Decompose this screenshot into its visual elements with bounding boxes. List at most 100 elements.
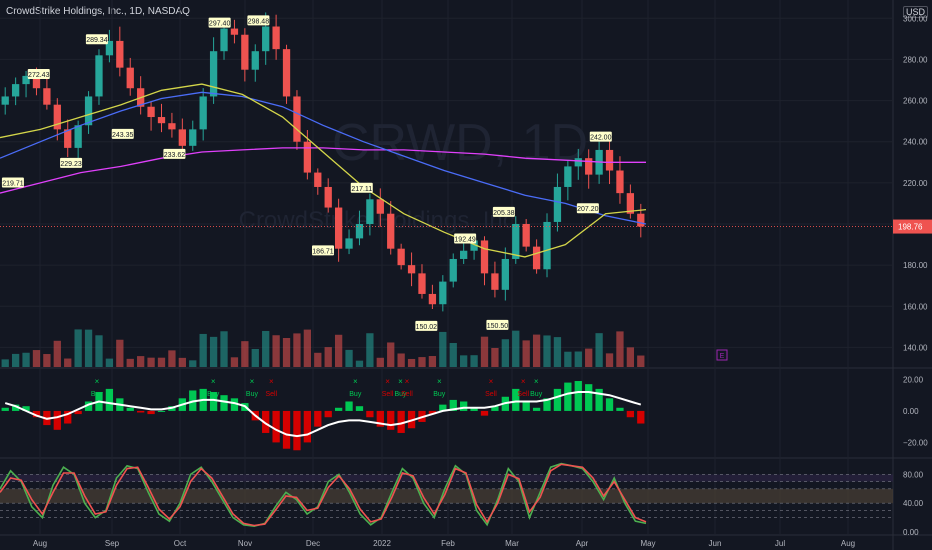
- stochastic-pane: [0, 462, 893, 528]
- candle-body: [147, 106, 155, 118]
- candle-body: [522, 224, 530, 247]
- pivot-label-box: [312, 245, 334, 256]
- last-price-tag: 198.76: [0, 219, 932, 234]
- macd-histogram-bar: [157, 410, 166, 412]
- volume-bar: [501, 339, 509, 367]
- stoch-y-tick-label: 80.00: [903, 470, 924, 479]
- volume-bar: [532, 334, 541, 367]
- candle-body: [387, 213, 395, 249]
- x-tick-label: Dec: [306, 539, 320, 548]
- macd-histogram-bar: [303, 410, 312, 443]
- signal-marker: ×: [250, 377, 255, 386]
- candle-body: [189, 129, 197, 146]
- volume-bar: [595, 333, 603, 367]
- volume-bar: [543, 335, 551, 367]
- x-tick-label: Mar: [505, 539, 519, 548]
- y-tick-label: 160.00: [903, 302, 928, 311]
- volume-bar: [355, 360, 364, 367]
- stoch-line: [0, 463, 647, 527]
- candle-body: [605, 149, 614, 171]
- candle-body: [397, 248, 405, 266]
- signal-marker: ×: [385, 377, 390, 386]
- macd-histogram-bar: [209, 392, 218, 411]
- macd-histogram-bar: [230, 398, 239, 411]
- signal-label: Sell: [382, 391, 394, 398]
- volume-bar: [345, 349, 353, 367]
- pivot-labels: 219.71 272.43 229.23 289.34 243.35 233.62 297.…: [1, 15, 612, 331]
- x-tick-label: Jul: [775, 539, 785, 548]
- pivot-label-box: [27, 69, 50, 80]
- x-tick-label: Jun: [709, 539, 722, 548]
- candle-body: [11, 84, 20, 97]
- macd-histogram-bar: [449, 399, 457, 411]
- signal-marker: ×: [211, 377, 216, 386]
- currency-badge[interactable]: USD: [903, 6, 929, 18]
- signal-marker: ×: [353, 377, 358, 386]
- earnings-marker[interactable]: E: [716, 349, 728, 361]
- macd-histogram-bar: [1, 407, 9, 411]
- pivot-label: 298.48: [248, 18, 270, 25]
- pivot-label: 233.62: [164, 152, 186, 159]
- candle-body: [470, 240, 478, 251]
- pivot-label: 242.00: [590, 135, 612, 142]
- x-tick-label: Aug: [841, 539, 855, 548]
- candle-body: [293, 96, 301, 142]
- macd-histogram-bar: [220, 395, 228, 411]
- volume-bar: [230, 357, 239, 367]
- candle-body: [407, 265, 416, 274]
- pivot-label: 207.20: [577, 206, 599, 213]
- volume-bar: [1, 359, 9, 367]
- signal-marker: ×: [437, 377, 442, 386]
- volume-bar: [105, 358, 114, 367]
- earnings-marker-box: [716, 349, 728, 361]
- volume-bar: [53, 340, 61, 367]
- volume-bar: [147, 357, 155, 367]
- macd-histogram-bar: [282, 410, 291, 449]
- macd-histogram-bar: [543, 398, 551, 411]
- candle-body: [209, 51, 218, 97]
- volume-bar: [64, 358, 72, 367]
- volume-bar: [22, 352, 30, 367]
- volume-bar: [366, 333, 374, 367]
- macd-histogram-bar: [345, 401, 353, 411]
- volume-bar: [157, 357, 166, 367]
- candle-body: [74, 125, 82, 148]
- candle-body: [480, 240, 489, 274]
- macd-signal-line: [4, 391, 642, 438]
- macd-histogram-bar: [32, 410, 41, 418]
- macd-histogram-bar: [637, 410, 645, 424]
- pivot-label: 272.43: [28, 72, 50, 79]
- volume-bar: [522, 340, 530, 367]
- signal-label: Buy: [91, 391, 104, 398]
- pivot-label-box: [111, 128, 134, 139]
- candle-body: [439, 281, 447, 305]
- pivot-label-box: [208, 17, 231, 28]
- candle-body: [334, 207, 343, 249]
- volume-bar: [574, 351, 582, 367]
- macd-histogram-bar: [147, 410, 155, 415]
- volume-bar: [626, 347, 635, 367]
- volume-bar: [449, 342, 457, 367]
- macd-y-tick-label: −20.00: [903, 438, 928, 447]
- candle-body: [95, 55, 103, 97]
- x-tick-label: Nov: [238, 539, 252, 548]
- volume-bar: [397, 353, 405, 367]
- pivot-label-box: [350, 182, 373, 193]
- macd-histogram-bar: [366, 410, 374, 418]
- x-tick-label: Sep: [105, 539, 120, 548]
- macd-histogram-bar: [137, 410, 145, 413]
- macd-histogram-bar: [491, 406, 499, 411]
- watermark: CRWD, 1D CrowdStrike Holdings, Inc.: [239, 114, 588, 234]
- pivot-label-box: [576, 203, 599, 214]
- candle-body: [637, 213, 645, 227]
- candle-body: [126, 67, 134, 89]
- macd-histogram-bar: [64, 410, 72, 424]
- volume-bar: [407, 358, 416, 367]
- candle-body: [501, 258, 509, 290]
- signal-label: Sell: [517, 391, 529, 398]
- pivot-label-box: [415, 320, 438, 331]
- pivot-label: 150.50: [487, 323, 509, 330]
- last-price-tag-box: [893, 219, 932, 234]
- stoch-line: [0, 462, 647, 528]
